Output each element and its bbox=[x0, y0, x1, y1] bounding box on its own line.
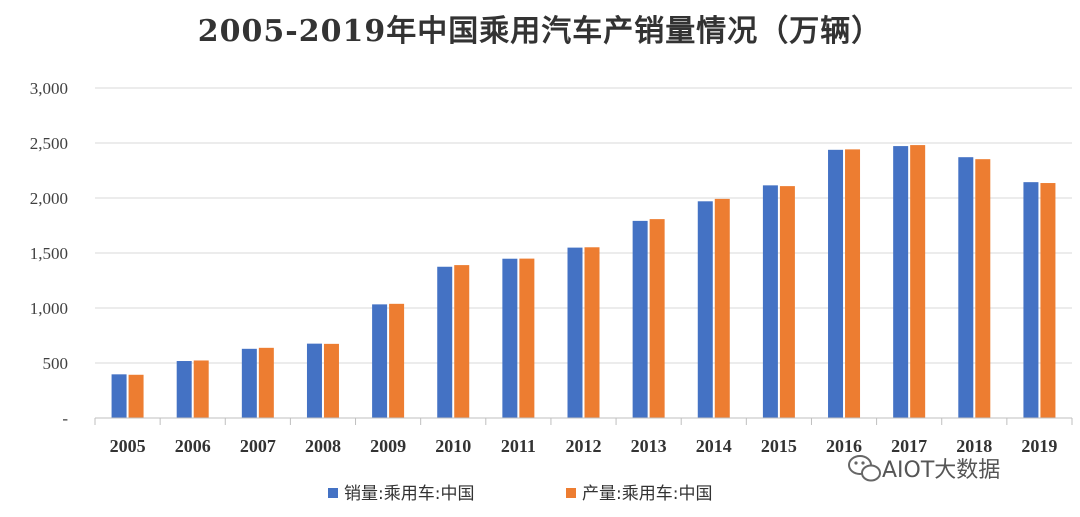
legend-label: 产量:乘用车:中国 bbox=[582, 484, 712, 504]
x-axis bbox=[94, 417, 1073, 425]
y-tick-label: 1,000 bbox=[30, 299, 68, 318]
x-tick-label: 2013 bbox=[631, 436, 667, 456]
x-tick-label: 2011 bbox=[501, 436, 536, 456]
bar-production-2019 bbox=[1040, 183, 1056, 418]
gridlines bbox=[95, 87, 1072, 364]
chart-title: 2005-2019年中国乘用汽车产销量情况（万辆） bbox=[197, 14, 883, 49]
bar-sales-2006 bbox=[176, 361, 192, 418]
y-tick-label: 2,500 bbox=[30, 134, 68, 153]
x-tick-label: 2006 bbox=[175, 436, 211, 456]
x-tick-label: 2017 bbox=[891, 436, 927, 456]
bar-sales-2012 bbox=[567, 247, 583, 418]
x-tick-label: 2019 bbox=[1021, 436, 1057, 456]
x-axis-ticks: 2005 2006 2007 2008 2009 2010 2011 2012 2013 2014… bbox=[110, 436, 1058, 456]
bar-sales-2007 bbox=[241, 348, 257, 418]
x-tick-label: 2012 bbox=[566, 436, 602, 456]
bars bbox=[111, 145, 1056, 419]
watermark-text: AIOT大数据 bbox=[882, 458, 1000, 483]
bar-production-2015 bbox=[779, 186, 795, 418]
wechat-icon bbox=[848, 455, 881, 482]
bar-production-2014 bbox=[714, 198, 730, 418]
bar-sales-2005 bbox=[111, 374, 127, 418]
y-tick-label: - bbox=[62, 409, 68, 428]
x-tick-label: 2010 bbox=[435, 436, 471, 456]
y-tick-label: 3,000 bbox=[30, 79, 68, 98]
y-tick-label: 500 bbox=[43, 354, 69, 373]
bar-production-2011 bbox=[519, 258, 535, 418]
bar-production-2006 bbox=[193, 360, 209, 418]
bar-sales-2019 bbox=[1023, 182, 1039, 418]
y-axis-ticks: - 500 1,000 1,500 2,000 2,500 3,000 bbox=[30, 79, 69, 428]
x-tick-label: 2009 bbox=[370, 436, 406, 456]
x-tick-label: 2018 bbox=[956, 436, 992, 456]
bar-sales-2016 bbox=[828, 149, 844, 418]
bar-sales-2017 bbox=[893, 146, 909, 418]
bar-sales-2009 bbox=[372, 304, 388, 418]
bar-production-2009 bbox=[389, 303, 405, 418]
bar-sales-2013 bbox=[632, 220, 648, 418]
x-tick-label: 2005 bbox=[110, 436, 146, 456]
bar-sales-2015 bbox=[762, 185, 778, 418]
bar-production-2016 bbox=[845, 149, 861, 418]
x-tick-label: 2007 bbox=[240, 436, 276, 456]
bar-production-2013 bbox=[649, 219, 665, 418]
bar-production-2010 bbox=[454, 265, 470, 418]
bar-production-2007 bbox=[258, 347, 274, 418]
watermark: AIOT大数据 bbox=[848, 455, 1000, 483]
x-tick-label: 2016 bbox=[826, 436, 862, 456]
y-tick-label: 2,000 bbox=[30, 189, 68, 208]
x-tick-label: 2015 bbox=[761, 436, 797, 456]
bar-production-2018 bbox=[975, 159, 991, 419]
legend-swatch bbox=[566, 488, 576, 498]
legend: 销量:乘用车:中国 产量:乘用车:中国 bbox=[328, 484, 712, 504]
x-tick-label: 2014 bbox=[696, 436, 732, 456]
x-tick-label: 2008 bbox=[305, 436, 341, 456]
bar-production-2012 bbox=[584, 247, 600, 418]
bar-sales-2008 bbox=[306, 343, 322, 418]
bar-sales-2014 bbox=[697, 201, 713, 418]
bar-production-2008 bbox=[323, 343, 339, 418]
y-tick-label: 1,500 bbox=[30, 244, 68, 263]
bar-production-2017 bbox=[910, 145, 926, 418]
legend-label: 销量:乘用车:中国 bbox=[344, 484, 474, 504]
bar-production-2005 bbox=[128, 374, 144, 418]
bar-sales-2018 bbox=[958, 157, 974, 418]
bar-sales-2010 bbox=[437, 266, 453, 418]
legend-swatch bbox=[328, 488, 338, 498]
bar-sales-2011 bbox=[502, 258, 518, 418]
